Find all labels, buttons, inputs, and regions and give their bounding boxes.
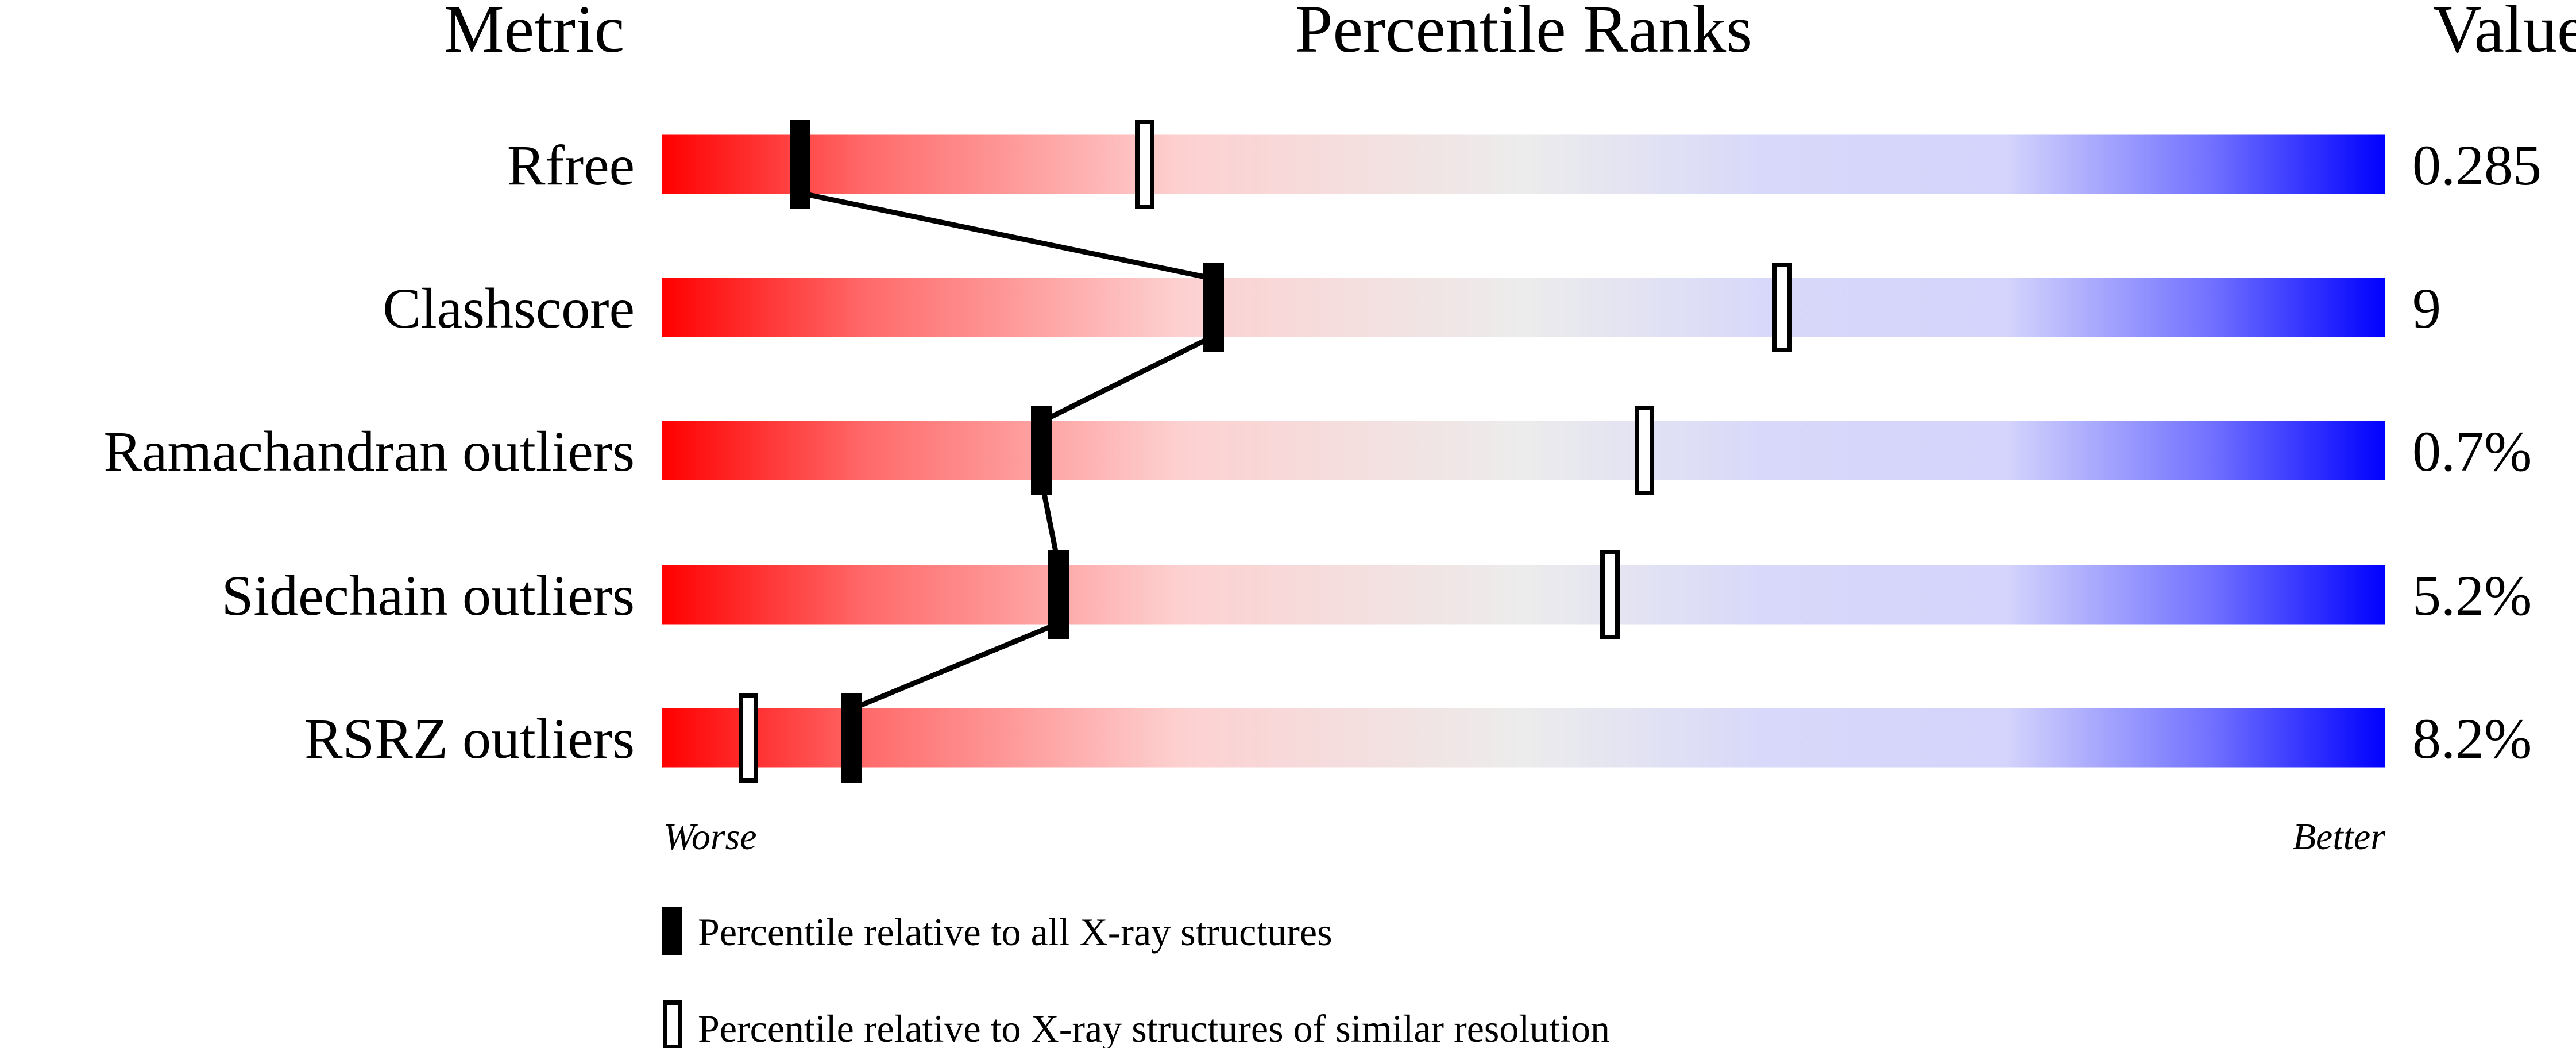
percentile-bar xyxy=(662,708,2385,768)
legend-open-marker xyxy=(663,1000,682,1048)
metric-label: Clashscore xyxy=(383,276,635,340)
header-percentile-ranks: Percentile Ranks xyxy=(1295,0,1752,67)
connector-line xyxy=(851,621,1060,712)
marker-similar-resolution xyxy=(739,693,758,783)
header-metric: Metric xyxy=(444,0,625,67)
metric-label: RSRZ outliers xyxy=(304,707,635,770)
axis-label-worse: Worse xyxy=(663,816,757,858)
marker-similar-resolution xyxy=(1772,263,1792,352)
header-value: Value xyxy=(2433,0,2576,67)
metric-value: 8.2% xyxy=(2412,707,2532,770)
legend-label-all: Percentile relative to all X-ray structu… xyxy=(698,910,1333,954)
marker-all-structures xyxy=(790,120,810,209)
percentile-bar xyxy=(662,134,2385,194)
marker-all-structures xyxy=(1203,263,1224,352)
connector-line xyxy=(800,190,1214,282)
percentile-bar xyxy=(662,278,2385,337)
marker-similar-resolution xyxy=(1135,120,1154,209)
marker-similar-resolution xyxy=(1635,406,1654,495)
metric-label: Rfree xyxy=(507,133,635,197)
marker-similar-resolution xyxy=(1600,550,1620,639)
metric-value: 0.7% xyxy=(2412,419,2532,483)
metric-label: Sidechain outliers xyxy=(222,564,635,627)
connector-line xyxy=(1040,333,1215,425)
legend-filled-marker xyxy=(662,907,682,955)
metric-value: 0.285 xyxy=(2412,133,2542,197)
marker-all-structures xyxy=(841,693,862,783)
legend-label-similar: Percentile relative to X-ray structures … xyxy=(698,1007,1610,1048)
marker-all-structures xyxy=(1048,550,1069,639)
axis-label-better: Better xyxy=(2293,816,2386,858)
percentile-bar xyxy=(662,565,2385,625)
marker-all-structures xyxy=(1031,406,1052,495)
percentile-bar xyxy=(662,421,2385,480)
metric-value: 5.2% xyxy=(2412,564,2532,627)
metric-value: 9 xyxy=(2412,276,2441,340)
metric-label: Ramachandran outliers xyxy=(103,419,635,483)
